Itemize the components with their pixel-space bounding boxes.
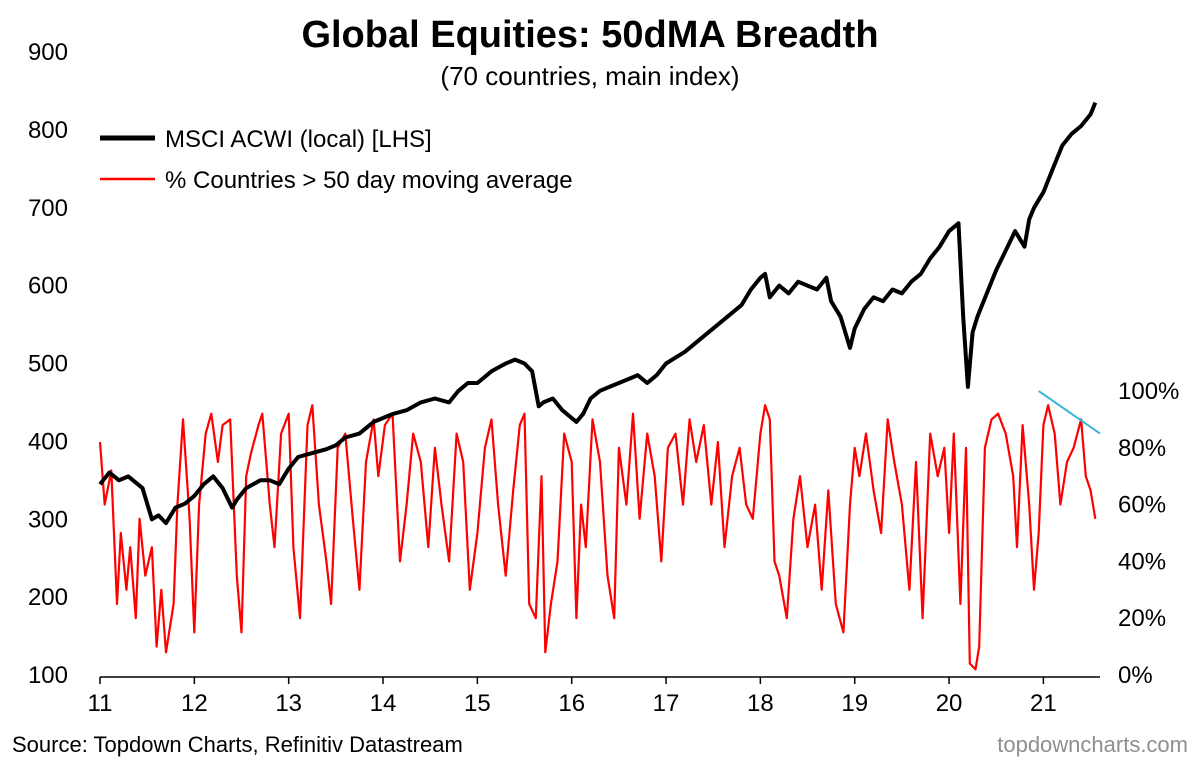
right-tick-label: 100% (1118, 378, 1179, 405)
legend-label-breadth: % Countries > 50 day moving average (165, 167, 573, 194)
chart-subtitle: (70 countries, main index) (440, 61, 739, 91)
left-tick-label: 600 (28, 273, 68, 300)
right-tick-label: 80% (1118, 435, 1166, 462)
right-axis-labels: 0% 20% 40% 60% 80% 100% (1118, 378, 1179, 689)
left-tick-label: 400 (28, 428, 68, 455)
plot-area (98, 101, 1101, 671)
x-tick-label: 12 (181, 690, 208, 717)
x-tick-label: 18 (747, 690, 774, 717)
x-tick-label: 15 (464, 690, 491, 717)
watermark: topdowncharts.com (997, 732, 1188, 757)
left-axis-labels: 100 200 300 400 500 600 700 800 900 (28, 39, 68, 689)
left-tick-label: 200 (28, 584, 68, 611)
x-tick-label: 20 (936, 690, 963, 717)
x-tick-label: 11 (88, 690, 113, 717)
left-tick-label: 900 (28, 39, 68, 66)
right-tick-label: 0% (1118, 662, 1153, 689)
left-tick-label: 500 (28, 351, 68, 378)
x-tick-label: 13 (275, 690, 302, 717)
series-line-msci-acwi (98, 101, 1098, 526)
x-tick-label: 16 (558, 690, 585, 717)
legend-label-msci: MSCI ACWI (local) [LHS] (165, 126, 432, 153)
x-tick-label: 14 (370, 690, 397, 717)
trendline (1038, 390, 1101, 435)
right-tick-label: 60% (1118, 492, 1166, 519)
x-tick-label: 19 (841, 690, 868, 717)
x-tick-label: 21 (1030, 690, 1057, 717)
left-tick-label: 100 (28, 662, 68, 689)
x-tick-label: 17 (653, 690, 680, 717)
series-line-breadth (98, 404, 1097, 671)
left-tick-label: 800 (28, 117, 68, 144)
right-tick-label: 40% (1118, 548, 1166, 575)
chart-title: Global Equities: 50dMA Breadth (301, 14, 878, 56)
left-tick-label: 300 (28, 506, 68, 533)
x-axis: 11 12 13 14 15 16 17 18 19 20 21 (88, 676, 1100, 717)
legend: MSCI ACWI (local) [LHS] % Countries > 50… (100, 126, 573, 194)
right-tick-label: 20% (1118, 605, 1166, 632)
source-note: Source: Topdown Charts, Refinitiv Datast… (12, 732, 463, 757)
left-tick-label: 700 (28, 195, 68, 222)
